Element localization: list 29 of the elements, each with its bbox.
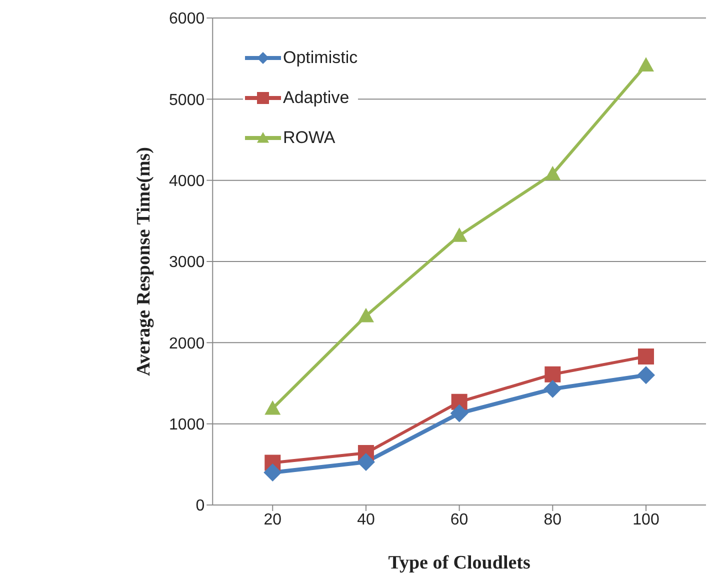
point: [638, 348, 654, 364]
point: [638, 57, 654, 72]
y-tick-label: 3000: [169, 254, 205, 272]
legend-label: Adaptive: [283, 88, 350, 108]
point: [544, 380, 562, 398]
x-tick-label: 100: [632, 511, 660, 528]
y-tick-label: 1000: [169, 416, 205, 434]
legend-label: Optimistic: [283, 48, 358, 68]
x-tick-label: 60: [450, 511, 468, 528]
point: [264, 464, 282, 482]
point: [358, 308, 374, 322]
point: [451, 228, 468, 242]
point: [544, 166, 561, 180]
x-axis-title: Type of Cloudlets: [388, 552, 530, 574]
point: [264, 400, 281, 415]
point: [356, 452, 375, 471]
legend-label: ROWA: [283, 128, 336, 148]
y-tick-label: 4000: [169, 173, 205, 190]
y-tick-label: 6000: [169, 10, 205, 28]
y-axis-title: Average Response Time(ms): [133, 146, 154, 376]
x-tick-label: 40: [357, 511, 375, 528]
y-tick-label: 2000: [169, 335, 205, 352]
point: [450, 404, 468, 422]
x-tick-label: 20: [264, 511, 282, 528]
x-tick-label: 80: [544, 511, 562, 528]
point: [544, 366, 561, 382]
y-tick-label: 5000: [169, 92, 205, 109]
point: [637, 366, 655, 384]
y-tick-label: 0: [196, 498, 205, 515]
